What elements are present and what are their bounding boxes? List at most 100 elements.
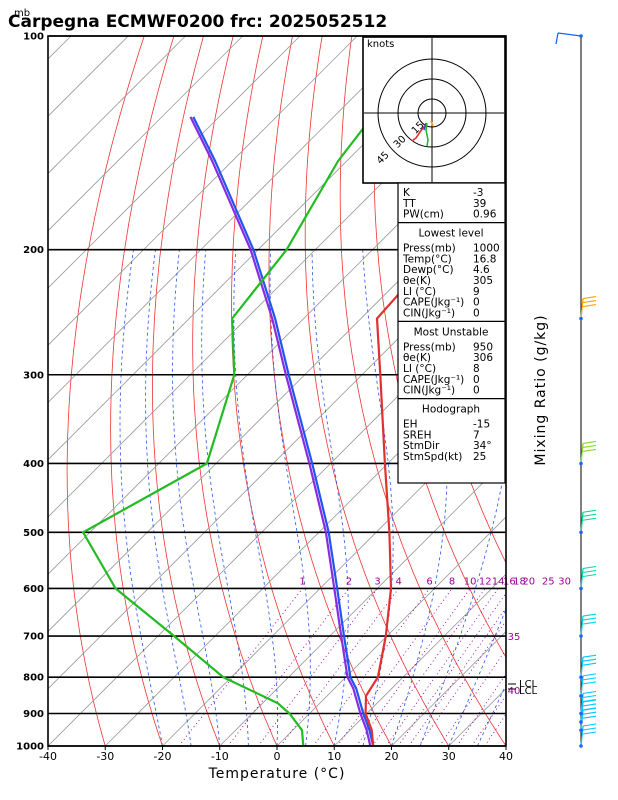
wind-barb: [579, 723, 597, 748]
moist-adiabat: [201, 249, 249, 746]
wind-barb-feather: [582, 694, 597, 699]
wind-barb-feather: [582, 703, 597, 707]
temperature-tick: -30: [96, 750, 114, 763]
mixing-ratio-label: 8: [449, 577, 455, 588]
index-label: EH: [403, 419, 418, 431]
index-label: StmSpd(kt): [403, 451, 462, 463]
index-label: SREH: [403, 429, 432, 441]
dry-adiabat: [152, 36, 221, 746]
wind-barb-dot: [579, 694, 583, 698]
wind-barb-feather: [582, 565, 597, 570]
mixing-ratio-line: [397, 592, 506, 746]
index-label: θe(K): [403, 275, 431, 287]
wind-barb-dot: [579, 675, 583, 679]
isotherm: [48, 36, 129, 117]
wind-barb-feather: [582, 662, 597, 666]
pressure-tick: 400: [23, 459, 44, 470]
wind-barb-feather: [582, 440, 597, 445]
dewpoint-line: [82, 36, 436, 746]
isotherm: [48, 172, 506, 633]
index-value: 305: [473, 275, 493, 287]
index-label: K: [403, 187, 411, 199]
mixing-ratio-line: [484, 713, 506, 746]
wind-barb: [579, 295, 597, 321]
parcel-ascent-line: [192, 116, 375, 746]
index-table-box: [397, 182, 506, 484]
index-value: 0: [473, 385, 480, 397]
isotherm: [48, 36, 244, 232]
index-value: 0.96: [473, 209, 497, 221]
pressure-tick: 800: [23, 673, 44, 684]
wind-barb-feather: [582, 690, 597, 695]
isotherm: [48, 36, 301, 289]
wind-barb-feather: [582, 573, 597, 578]
mixing-ratio-line: [385, 588, 499, 746]
mixing-ratio-label: 35: [508, 632, 521, 643]
wind-barb-staff: [580, 725, 584, 747]
temperature-tick: 20: [385, 750, 399, 763]
wind-barb-feather: [582, 711, 597, 715]
index-heading: Lowest level: [418, 228, 483, 240]
mixing-ratio-label: 18: [513, 577, 526, 588]
wind-barb: [579, 509, 597, 535]
wind-barb-feather: [582, 295, 597, 300]
wind-barb-feather: [582, 715, 597, 719]
index-label: CIN(Jkg⁻¹): [403, 307, 455, 319]
index-label: CAPE(Jkg⁻¹): [403, 297, 464, 309]
index-label: PW(cm): [403, 209, 444, 221]
mixing-ratio-label: 12: [479, 577, 492, 588]
wind-barb-dot: [579, 530, 583, 535]
isotherm: [162, 401, 506, 746]
index-value: 0: [473, 297, 480, 309]
temperature-tick: -20: [154, 750, 172, 763]
temperature-tick: 10: [327, 750, 341, 763]
wind-barb-feather: [582, 617, 597, 621]
mixing-ratio-line: [257, 588, 378, 746]
index-heading: Hodograph: [422, 404, 480, 416]
wind-barb-feather: [582, 681, 597, 685]
wind-barb-feather: [582, 658, 597, 662]
mixing-ratio-label: 14: [492, 577, 505, 588]
temperature-tick-labels: -40 -30 -20 -10 0 10 20 30 40: [39, 746, 513, 763]
virtual-parcel-line: [189, 116, 372, 746]
wind-barb-staff: [580, 657, 584, 678]
dry-adiabat: [589, 36, 618, 746]
index-label: Press(mb): [403, 341, 456, 353]
mixing-ratio-label: 3: [374, 577, 380, 588]
wind-barb-feather: [582, 621, 597, 625]
mixing-ratio-label: 30: [558, 577, 571, 588]
pressure-tick-labels: 100 200 300 400 500 600 700 800 900 1000: [16, 32, 44, 753]
index-value: 0: [473, 374, 480, 386]
index-label: θe(K): [403, 352, 431, 364]
mixing-ratio-label: 20: [522, 577, 535, 588]
wind-barb-staff: [580, 568, 584, 589]
isotherm: [48, 36, 415, 404]
index-label: Temp(°C): [402, 253, 452, 265]
isotherm: [219, 459, 506, 746]
isotherm: [276, 516, 506, 746]
moist-adiabat: [505, 745, 506, 746]
mixing-ratio-line: [336, 588, 453, 746]
dry-adiabat: [559, 36, 618, 746]
hodograph-box: [362, 36, 506, 184]
isotherm: [48, 36, 473, 461]
pressure-tick: 500: [23, 528, 44, 539]
dry-adiabat: [110, 36, 175, 746]
lcl-label-2: LCL: [519, 686, 538, 697]
lcl-marker: LCL LCL: [508, 679, 538, 697]
index-label: Dewp(°C): [403, 264, 454, 276]
isotherm: [505, 745, 506, 746]
mixing-ratio-label: 40: [508, 686, 521, 697]
mixing-ratio-line: [371, 588, 486, 746]
isotherm: [48, 230, 506, 690]
index-heading: Most Unstable: [414, 326, 489, 338]
wind-barb-feather: [582, 707, 597, 711]
wind-barb-dot: [579, 728, 583, 732]
mixing-ratio-line: [355, 588, 471, 746]
wind-barb-feather: [582, 698, 597, 703]
wind-barb-feather: [582, 448, 597, 453]
index-label: CAPE(Jkg⁻¹): [403, 374, 464, 386]
pressure-tick: 1000: [16, 742, 44, 753]
wind-barb-feather: [582, 517, 597, 521]
wind-barb-staff: [580, 675, 584, 696]
